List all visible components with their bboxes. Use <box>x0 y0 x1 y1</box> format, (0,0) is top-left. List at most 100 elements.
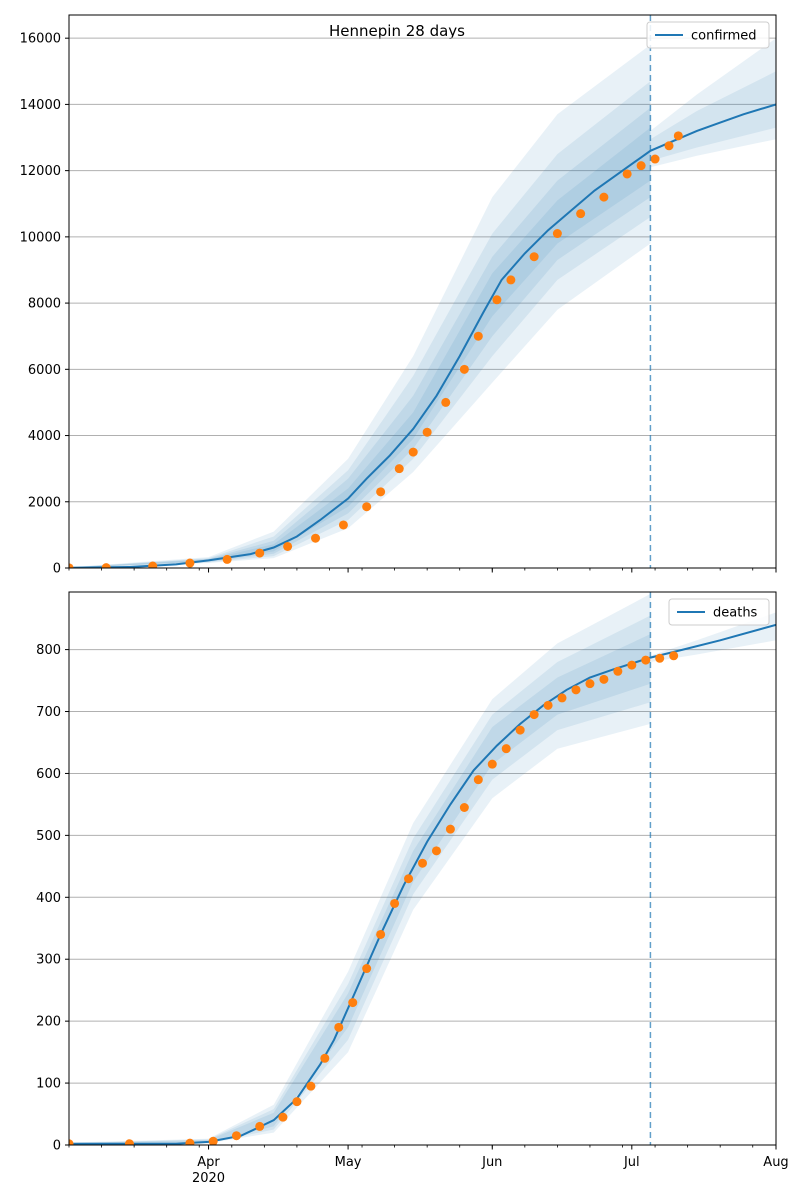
observed-point <box>148 561 158 568</box>
confirmed-panel: 0 2000 4000 6000 8000 10000 12000 14000 16000 con… <box>20 14 777 577</box>
x-tick-year-label: 2020 <box>192 1171 225 1186</box>
observed-point <box>473 331 483 341</box>
observed-point <box>408 447 418 457</box>
observed-point <box>655 653 665 663</box>
model-line <box>69 103 776 568</box>
observed-point <box>459 803 469 813</box>
observed-point <box>585 679 595 689</box>
observed-point <box>641 655 651 665</box>
legend-box <box>668 598 770 626</box>
observed-point <box>418 858 427 868</box>
observed-point <box>673 131 683 141</box>
x-tick-label: May <box>335 1155 362 1170</box>
uncertainty-band <box>69 634 651 1145</box>
x-tick-label: Aug <box>763 1155 788 1170</box>
y-tick-label: 500 <box>36 829 61 844</box>
uncertainty-band <box>69 593 651 1145</box>
observed-point <box>445 824 455 834</box>
legend-box <box>646 21 770 49</box>
observed-point <box>69 1139 74 1145</box>
legend-label: deaths <box>713 606 758 621</box>
observed-point <box>650 154 660 164</box>
observed-point <box>422 427 432 437</box>
observed-point <box>208 1136 218 1145</box>
observed-point <box>394 464 404 474</box>
observed-point <box>506 275 516 285</box>
uncertainty-band <box>69 127 651 568</box>
observed-point <box>515 725 525 735</box>
observed-point <box>231 1131 241 1141</box>
y-tick-label: 8000 <box>28 297 61 312</box>
x-tick-label: Jun <box>481 1155 502 1170</box>
y-tick-label: 14000 <box>20 98 61 113</box>
observed-point <box>255 1121 265 1131</box>
y-tick-label: 12000 <box>20 164 61 179</box>
observed-point <box>334 1022 344 1032</box>
uncertainty-band <box>69 107 651 568</box>
uncertainty-band <box>69 44 651 568</box>
legend-label: confirmed <box>691 29 757 44</box>
observed-point <box>487 759 497 769</box>
y-tick-label: 800 <box>36 643 61 658</box>
observed-point <box>362 964 372 974</box>
model-line <box>69 623 776 1145</box>
y-tick-label: 4000 <box>28 429 61 444</box>
observed-point <box>529 710 539 720</box>
x-tick-label: Jul <box>623 1155 640 1170</box>
observed-point <box>501 744 511 754</box>
observed-point <box>613 666 623 676</box>
observed-point <box>404 874 414 884</box>
observed-point <box>185 1138 195 1145</box>
observed-point <box>376 929 386 939</box>
x-tick-label: Apr <box>197 1155 220 1170</box>
plot-area <box>69 593 776 1145</box>
observed-point <box>348 998 358 1008</box>
observed-point <box>292 1097 302 1107</box>
observed-point <box>124 1139 134 1145</box>
y-tick-label: 2000 <box>28 495 61 510</box>
y-tick-label: 600 <box>36 767 61 782</box>
observed-point <box>576 209 586 219</box>
uncertainty-band <box>69 81 651 568</box>
observed-point <box>627 660 637 670</box>
observed-point <box>599 674 609 684</box>
figure-title: Hennepin 28 days <box>329 22 465 40</box>
observed-point <box>255 548 265 558</box>
y-tick-label: 0 <box>53 562 61 577</box>
observed-point <box>557 693 567 703</box>
observed-point <box>529 252 539 262</box>
observed-point <box>376 487 386 497</box>
observed-point <box>636 161 646 171</box>
axes-frame <box>68 591 777 1146</box>
observed-point <box>622 169 632 179</box>
observed-point <box>283 541 293 551</box>
observed-point <box>69 563 74 568</box>
observed-point <box>473 775 483 785</box>
observed-point <box>306 1081 316 1091</box>
observed-point <box>320 1053 330 1063</box>
observed-point <box>543 700 553 710</box>
observed-point <box>185 558 195 568</box>
plot-area <box>69 38 776 568</box>
observed-point <box>571 685 581 695</box>
observed-point <box>431 846 441 856</box>
observed-point <box>492 295 502 305</box>
y-tick-label: 200 <box>36 1015 61 1030</box>
observed-point <box>278 1112 288 1122</box>
y-tick-label: 16000 <box>20 32 61 47</box>
observed-point <box>664 141 674 151</box>
observed-point <box>459 364 469 374</box>
observed-point <box>101 563 111 568</box>
observed-point <box>222 554 232 564</box>
observed-point <box>338 520 348 530</box>
observed-point <box>599 192 609 202</box>
y-tick-label: 400 <box>36 891 61 906</box>
y-tick-label: 6000 <box>28 363 61 378</box>
observed-point <box>311 533 321 543</box>
axes-frame <box>68 14 777 569</box>
y-tick-label: 100 <box>36 1077 61 1092</box>
observed-point <box>362 502 372 512</box>
observed-point <box>669 651 679 661</box>
